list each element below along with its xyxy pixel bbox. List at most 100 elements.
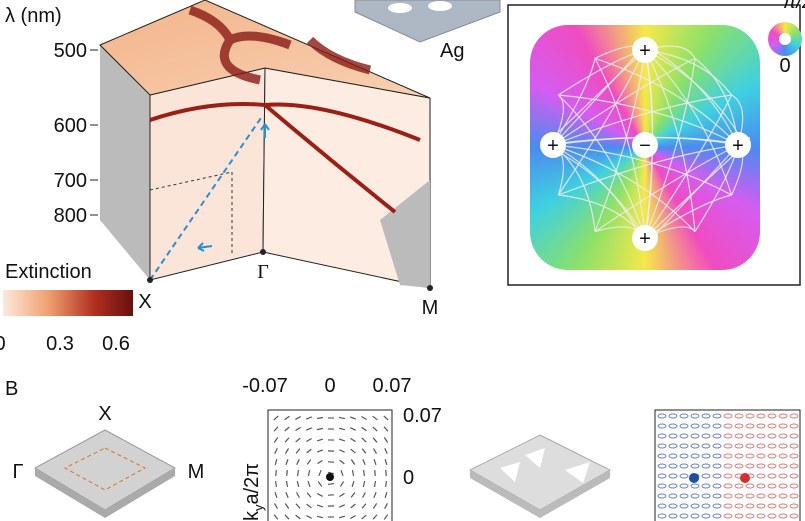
field-loop [657, 443, 667, 449]
field-loop [734, 443, 744, 449]
field-loop [734, 503, 744, 509]
field-loop [778, 413, 788, 419]
field-loop [734, 413, 744, 419]
flow-line [552, 58, 596, 146]
field-dash [338, 438, 346, 442]
field-loop [756, 453, 766, 459]
field-dash [372, 437, 378, 443]
field-loop [701, 433, 711, 439]
field-loop [701, 473, 711, 479]
field-loop [789, 463, 799, 469]
band [149, 102, 421, 214]
axis-label: λ (nm) [5, 5, 62, 27]
field-dash [384, 503, 388, 509]
flow-line [644, 58, 696, 239]
flow-line [644, 44, 739, 146]
field-dash [384, 491, 388, 499]
field-loop [657, 413, 667, 419]
field-loop [745, 513, 755, 519]
arrow [197, 242, 213, 252]
field-loop [723, 453, 733, 459]
axis-ticks [90, 49, 98, 216]
field-dash [317, 481, 323, 487]
field-dash [274, 458, 278, 466]
flow-line [594, 58, 646, 239]
field-dash [273, 415, 279, 421]
field-dash [361, 514, 367, 520]
box-shadow [380, 180, 430, 288]
field-dash [317, 459, 323, 465]
field-loop [701, 453, 711, 459]
field-dash [306, 448, 312, 454]
field-loop [657, 433, 667, 439]
charge [725, 132, 751, 158]
field-loop [712, 473, 722, 479]
field-loop [778, 473, 788, 479]
field-dash [361, 503, 367, 509]
field-loop [668, 433, 678, 439]
field-dash [295, 514, 301, 520]
field-dash [383, 415, 389, 421]
field-loop [756, 473, 766, 479]
field-dash [350, 459, 356, 465]
top-features [188, 5, 372, 85]
slab-side [470, 470, 610, 518]
field-loop [767, 513, 777, 519]
field-dash [373, 458, 377, 466]
field-loop [723, 413, 733, 419]
field-dash [327, 482, 335, 486]
field-loop [679, 483, 689, 489]
field-dash [285, 458, 289, 466]
tick-label: 0.07 [403, 405, 442, 427]
field-loop [679, 423, 689, 429]
field-loop [745, 503, 755, 509]
field-dash [285, 492, 289, 498]
field-loop [679, 473, 689, 479]
field-loop [690, 463, 700, 469]
field-loop [701, 513, 711, 519]
field-loop [701, 483, 711, 489]
tick-label: -0.07 [242, 375, 288, 397]
field-loop [723, 493, 733, 499]
field-loop [679, 463, 689, 469]
field-loop [789, 503, 799, 509]
field-loop [723, 443, 733, 449]
field-dash [362, 459, 366, 465]
field-loop [745, 433, 755, 439]
point-label: Γ [12, 461, 23, 483]
field-dash [339, 459, 345, 465]
dashed-path [149, 114, 264, 281]
field-loop [668, 503, 678, 509]
field-dash [372, 448, 378, 454]
field-dash [383, 426, 389, 432]
field-dash [295, 426, 301, 432]
field-dash [338, 515, 346, 519]
field-dash [339, 481, 345, 487]
field-dash [374, 469, 376, 477]
field-loops [657, 413, 799, 519]
field-dash [284, 426, 290, 432]
flow-line [557, 94, 646, 239]
field-loop [778, 483, 788, 489]
field-dash [296, 459, 300, 465]
field-dash [306, 492, 312, 498]
field-dash [307, 469, 311, 477]
field-dash [295, 437, 301, 443]
field-dash [273, 514, 279, 520]
field-loop [756, 443, 766, 449]
field-loop [690, 433, 700, 439]
tick-label: 0 [324, 375, 335, 397]
field-dash [316, 427, 324, 431]
field-loop [668, 443, 678, 449]
point [260, 249, 266, 255]
field-dash [362, 480, 366, 488]
field-dash [296, 480, 300, 488]
colorbar [3, 290, 133, 316]
field-dash [306, 503, 312, 509]
field-loop [789, 413, 799, 419]
field-loop [756, 463, 766, 469]
hole [525, 448, 545, 468]
field-loop [679, 433, 689, 439]
field-dash [339, 449, 345, 453]
field-dash [372, 426, 378, 432]
